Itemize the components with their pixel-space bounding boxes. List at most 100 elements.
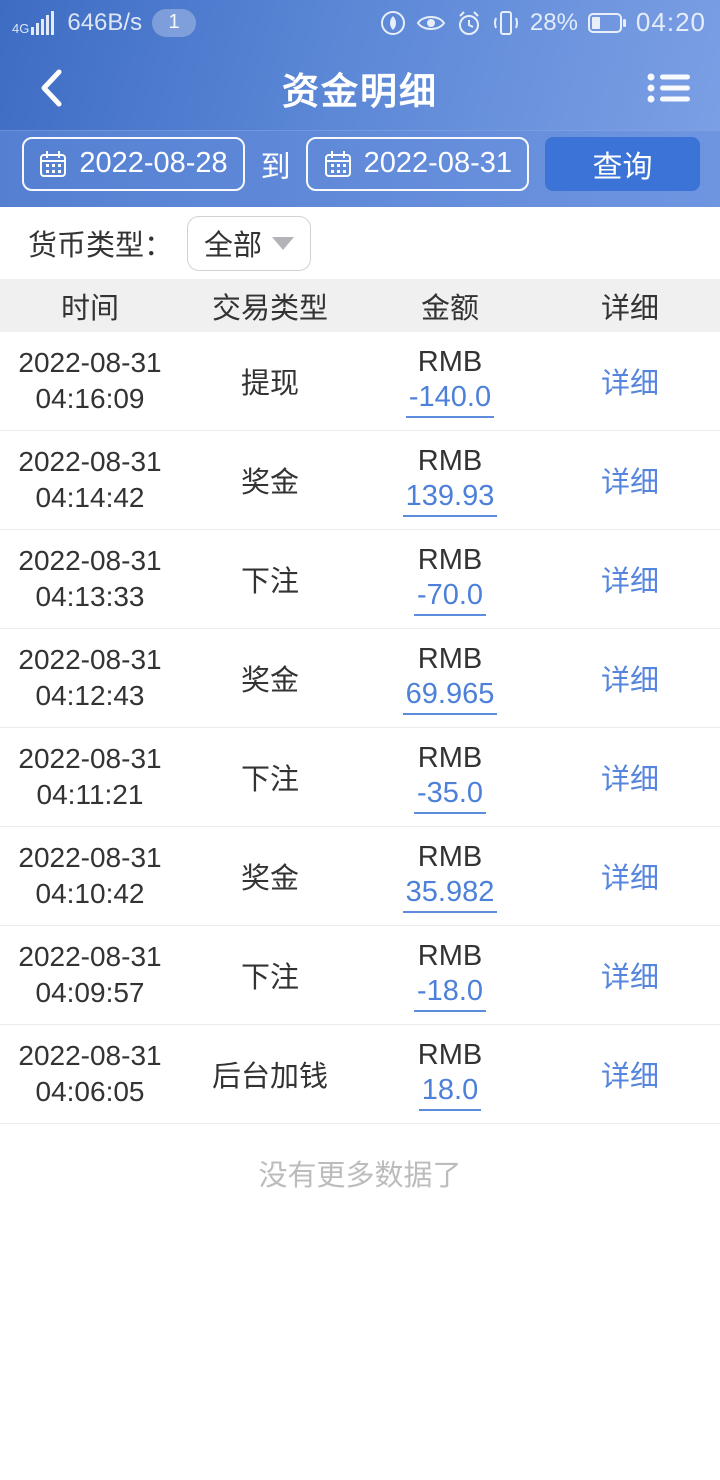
amount-link[interactable]: -140.0: [405, 380, 495, 418]
tx-detail: 详细: [540, 756, 720, 798]
tx-time: 2022-08-31 04:14:42: [18, 446, 162, 513]
tx-detail: 详细: [540, 558, 720, 600]
amount-link[interactable]: 35.982: [402, 875, 498, 913]
tx-type: 下注: [240, 566, 299, 598]
detail-link[interactable]: 详细: [600, 962, 659, 994]
tx-time: 2022-08-31 04:11:21: [18, 743, 162, 810]
date-from-picker[interactable]: 2022-08-28: [22, 136, 245, 191]
chevron-down-icon: [272, 236, 295, 250]
tx-time: 2022-08-31 04:13:33: [18, 545, 162, 612]
detail-link[interactable]: 详细: [600, 368, 659, 400]
tx-detail: 详细: [540, 1053, 720, 1095]
notification-count-badge: 1: [152, 8, 197, 37]
tx-currency: RMB: [417, 742, 483, 774]
column-header-detail: 详细: [600, 292, 659, 325]
tx-amount: RMB 35.982: [360, 839, 540, 913]
tx-detail: 详细: [540, 657, 720, 699]
tx-time: 2022-08-31 04:12:43: [18, 644, 162, 711]
back-button[interactable]: [26, 58, 76, 118]
detail-link[interactable]: 详细: [600, 566, 659, 598]
tx-type: 奖金: [240, 863, 299, 895]
tx-type: 奖金: [240, 467, 299, 499]
table-row: 2022-08-31 04:12:43 奖金 RMB 69.965 详细: [0, 629, 720, 728]
amount-link[interactable]: -18.0: [413, 974, 487, 1012]
clock-time: 04:20: [635, 7, 706, 37]
power-saving-icon: [380, 10, 406, 36]
tx-type: 后台加钱: [211, 1061, 328, 1093]
tx-currency: RMB: [417, 841, 483, 873]
table-row: 2022-08-31 04:10:42 奖金 RMB 35.982 详细: [0, 827, 720, 926]
amount-link[interactable]: 139.93: [402, 479, 498, 517]
table-row: 2022-08-31 04:16:09 提现 RMB -140.0 详细: [0, 332, 720, 431]
alarm-icon: [456, 10, 482, 36]
detail-link[interactable]: 详细: [600, 863, 659, 895]
amount-link[interactable]: -35.0: [413, 776, 487, 814]
top-blue-area: 4G 646B/s 1: [0, 0, 720, 207]
tx-time: 2022-08-31 04:09:57: [18, 941, 162, 1008]
tx-time: 2022-08-31 04:10:42: [18, 842, 162, 909]
column-header-type: 交易类型: [211, 292, 328, 325]
vibrate-icon: [492, 10, 520, 36]
signal-bars-icon: [31, 10, 55, 35]
status-bar: 4G 646B/s 1: [0, 0, 720, 45]
table-row: 2022-08-31 04:13:33 下注 RMB -70.0 详细: [0, 530, 720, 629]
eye-comfort-icon: [416, 12, 446, 34]
query-button[interactable]: 查询: [544, 136, 700, 191]
calendar-icon: [40, 150, 67, 177]
tx-detail: 详细: [540, 954, 720, 996]
table-header: 时间 交易类型 金额 详细: [0, 279, 720, 332]
tx-detail: 详细: [540, 360, 720, 402]
battery-percent-label: 28%: [529, 8, 578, 36]
table-row: 2022-08-31 04:09:57 下注 RMB -18.0 详细: [0, 926, 720, 1025]
currency-type-label: 货币类型：: [28, 230, 174, 262]
tx-amount: RMB 18.0: [360, 1037, 540, 1111]
currency-filter-row: 货币类型： 全部: [0, 207, 720, 279]
tx-detail: 详细: [540, 459, 720, 501]
list-icon: [647, 73, 690, 102]
app-header: 资金明细: [0, 45, 720, 130]
chevron-left-icon: [41, 69, 62, 106]
tx-amount: RMB 69.965: [360, 641, 540, 715]
signal-strength-icon: 4G: [12, 10, 57, 36]
network-mode-label: 4G: [12, 20, 30, 36]
battery-icon: [587, 12, 626, 33]
amount-link[interactable]: -70.0: [413, 578, 487, 616]
tx-amount: RMB -140.0: [360, 344, 540, 418]
table-row: 2022-08-31 04:06:05 后台加钱 RMB 18.0 详细: [0, 1025, 720, 1124]
no-more-data-message: 没有更多数据了: [258, 1160, 462, 1192]
detail-link[interactable]: 详细: [600, 467, 659, 499]
tx-currency: RMB: [417, 940, 483, 972]
tx-time: 2022-08-31 04:16:09: [18, 347, 162, 414]
tx-currency: RMB: [417, 1039, 483, 1071]
tx-currency: RMB: [417, 643, 483, 675]
currency-type-dropdown[interactable]: 全部: [187, 215, 312, 271]
date-to-picker[interactable]: 2022-08-31: [306, 136, 530, 191]
detail-link[interactable]: 详细: [600, 764, 659, 796]
date-to-value: 2022-08-31: [363, 147, 512, 179]
column-header-amount: 金额: [420, 292, 479, 325]
column-header-time: 时间: [60, 292, 119, 325]
tx-amount: RMB 139.93: [360, 443, 540, 517]
tx-currency: RMB: [417, 346, 483, 378]
date-range-to-label: 到: [260, 150, 291, 184]
amount-link[interactable]: 18.0: [418, 1073, 482, 1111]
tx-currency: RMB: [417, 544, 483, 576]
page-title: 资金明细: [282, 70, 438, 112]
table-row: 2022-08-31 04:11:21 下注 RMB -35.0 详细: [0, 728, 720, 827]
calendar-icon: [324, 150, 351, 177]
tx-amount: RMB -70.0: [360, 542, 540, 616]
transaction-list: 2022-08-31 04:16:09 提现 RMB -140.0 详细 202…: [0, 332, 720, 1124]
table-row: 2022-08-31 04:14:42 奖金 RMB 139.93 详细: [0, 431, 720, 530]
network-speed: 646B/s: [67, 8, 143, 36]
date-filter-bar: 2022-08-28 到 2022-08-31 查询: [0, 130, 720, 207]
detail-link[interactable]: 详细: [600, 665, 659, 697]
tx-detail: 详细: [540, 855, 720, 897]
amount-link[interactable]: 69.965: [402, 677, 498, 715]
tx-type: 奖金: [240, 665, 299, 697]
detail-link[interactable]: 详细: [600, 1061, 659, 1093]
tx-amount: RMB -35.0: [360, 740, 540, 814]
list-menu-button[interactable]: [644, 58, 694, 118]
tx-type: 提现: [240, 368, 299, 400]
date-from-value: 2022-08-28: [79, 147, 228, 179]
